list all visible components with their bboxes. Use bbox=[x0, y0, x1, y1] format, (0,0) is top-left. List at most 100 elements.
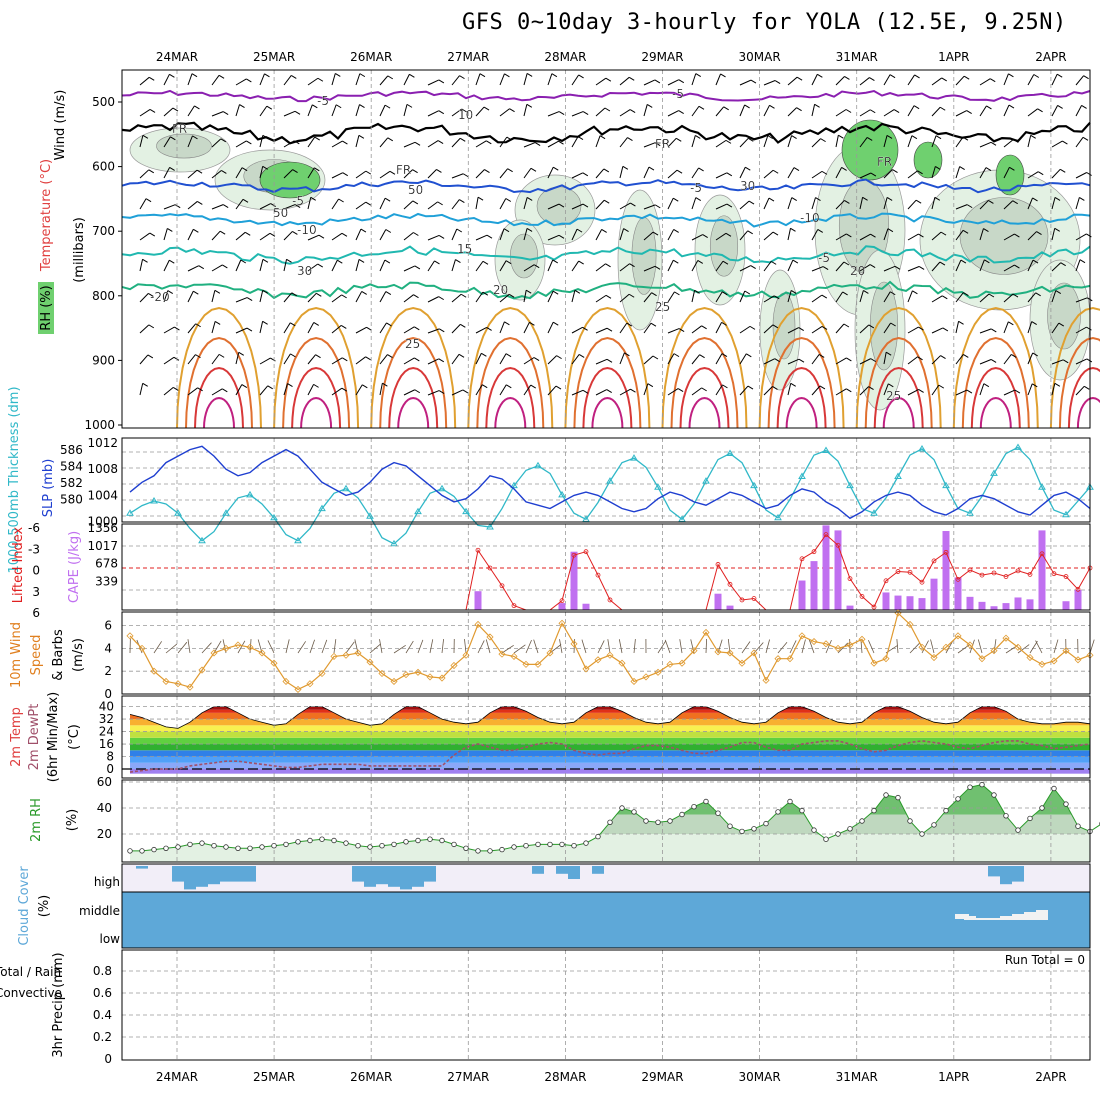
rh-point bbox=[571, 843, 577, 849]
wind-barb-flag bbox=[338, 198, 344, 203]
date-label-top: 1APR bbox=[938, 50, 969, 64]
rh-point bbox=[919, 831, 925, 837]
wind-barb-flag bbox=[582, 203, 589, 208]
wind-barb-flag bbox=[341, 232, 348, 237]
wind-barb-flag bbox=[195, 323, 201, 328]
rh-frame bbox=[121, 779, 1091, 863]
rh-point bbox=[391, 841, 397, 848]
wind-barb-flag bbox=[629, 263, 635, 268]
temp-color-band bbox=[130, 712, 1090, 720]
wind-barb-flag bbox=[287, 383, 293, 387]
isotherm-label: FR bbox=[877, 155, 892, 169]
wind-barb-flag bbox=[646, 104, 653, 108]
wind-barb bbox=[571, 172, 584, 179]
isotherm-label: -20 bbox=[150, 290, 170, 304]
wind-barb bbox=[787, 107, 797, 117]
wind-barb bbox=[429, 639, 434, 654]
wind-barb-flag bbox=[218, 353, 225, 358]
wind-barb bbox=[451, 293, 462, 303]
wind-barb bbox=[403, 200, 414, 210]
wind-barb bbox=[379, 229, 387, 241]
wind-barb bbox=[907, 105, 915, 117]
wind-barb bbox=[331, 260, 338, 272]
wind-barb-flag bbox=[822, 266, 829, 270]
wind-barb-flag bbox=[747, 230, 753, 235]
wind-barb-flag bbox=[291, 75, 297, 79]
wind-barb bbox=[931, 327, 944, 334]
slp-tick: 1004 bbox=[87, 488, 118, 502]
wind-speed-point bbox=[222, 644, 230, 652]
wind-barb bbox=[139, 293, 149, 303]
wind-barb bbox=[619, 202, 631, 210]
wind-barb bbox=[369, 643, 381, 654]
wind-barb bbox=[907, 290, 913, 303]
wind-speed-point bbox=[462, 651, 470, 659]
wind-barb bbox=[533, 639, 539, 654]
cloud-axis-label-2: (%) bbox=[37, 895, 52, 918]
wind-barb-flag bbox=[817, 73, 823, 78]
rh-point bbox=[955, 796, 961, 802]
wind-barb bbox=[763, 135, 769, 148]
wind-barb-flag bbox=[342, 357, 348, 362]
wind-barb bbox=[581, 639, 587, 654]
li-point bbox=[511, 603, 517, 609]
li-point bbox=[1039, 551, 1045, 557]
wind-barb bbox=[547, 111, 560, 117]
wind-barb bbox=[979, 167, 987, 179]
isotherm-15 bbox=[121, 245, 1091, 265]
wind-barb-flag bbox=[534, 142, 541, 146]
wind-barb-flag bbox=[361, 291, 367, 295]
wind-speed-point bbox=[522, 660, 530, 668]
warm-isotherm-loop bbox=[1058, 336, 1100, 429]
wind-barb-flag bbox=[1032, 197, 1038, 202]
wind-barb-flag bbox=[630, 388, 636, 393]
wind-barb-flag bbox=[387, 75, 394, 80]
wind-barb bbox=[907, 170, 918, 179]
wind-barb bbox=[1003, 167, 1010, 179]
wind-barb-flag bbox=[678, 110, 684, 114]
wind-barb-flag bbox=[555, 385, 562, 390]
wind-barb bbox=[187, 639, 191, 654]
wind-barb bbox=[931, 77, 943, 86]
rh-point bbox=[451, 841, 457, 848]
wind-barb bbox=[739, 290, 746, 303]
cape-tick: 678 bbox=[95, 557, 118, 571]
wind-barb-flag bbox=[196, 169, 203, 174]
rh-point bbox=[247, 845, 253, 851]
wind-speed-point bbox=[498, 650, 506, 658]
wind-barb-flag bbox=[174, 204, 181, 209]
wind-barb bbox=[787, 290, 792, 303]
wind-barb bbox=[739, 104, 746, 117]
wind-barb-flag bbox=[1086, 233, 1092, 238]
wind-barb-flag bbox=[142, 382, 148, 387]
wind-barb bbox=[283, 110, 296, 117]
cloud-middle-bar bbox=[964, 916, 976, 920]
wind-barb-flag bbox=[413, 294, 419, 299]
isotherm-label: 25 bbox=[886, 389, 901, 403]
wind-barb-flag bbox=[359, 104, 365, 108]
wind-barb bbox=[618, 639, 623, 654]
wind-barb-flag bbox=[169, 259, 175, 264]
wind-barb-flag bbox=[169, 166, 175, 171]
li-tick: 3 bbox=[32, 585, 40, 599]
wind-barb bbox=[801, 639, 806, 654]
cape-bar bbox=[894, 595, 902, 610]
cloud-middle-bar bbox=[1024, 912, 1036, 920]
wind-barb-flag bbox=[793, 167, 800, 172]
wind-barb-flag bbox=[481, 384, 488, 389]
wind-barb bbox=[259, 166, 264, 179]
wind-barb bbox=[931, 197, 936, 210]
wind-barb bbox=[355, 291, 363, 303]
warm-isotherm-loop bbox=[467, 306, 554, 429]
rh-tick: 40 bbox=[97, 801, 112, 815]
rh-shade-high bbox=[259, 161, 321, 199]
wind-barb bbox=[1029, 640, 1038, 654]
wind-barb-flag bbox=[889, 291, 896, 296]
wind-barb-flag bbox=[774, 80, 781, 84]
wind-barb bbox=[403, 294, 414, 303]
wind-barb-flag bbox=[1013, 139, 1019, 143]
wind-barb bbox=[883, 109, 895, 117]
warm-isotherm-loop bbox=[952, 306, 1039, 429]
wind-speed-point bbox=[174, 680, 182, 688]
rh-tick: 20 bbox=[97, 827, 112, 841]
